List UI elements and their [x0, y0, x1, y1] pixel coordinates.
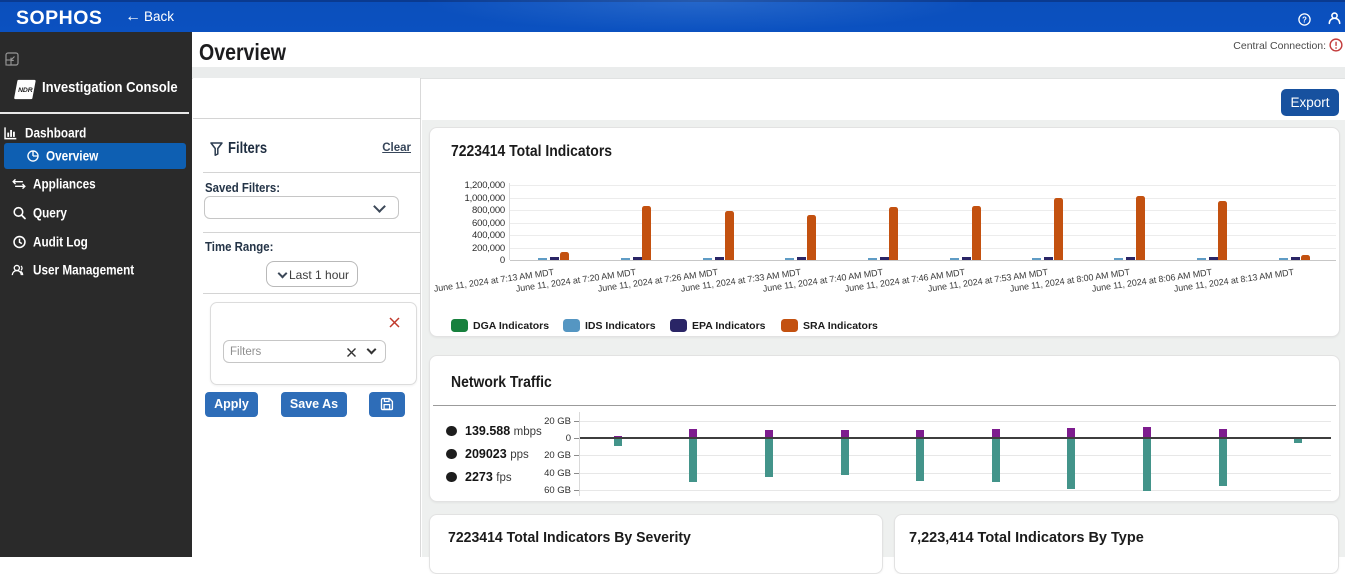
- svg-text:?: ?: [1302, 15, 1307, 24]
- svg-text:NDR: NDR: [18, 87, 33, 94]
